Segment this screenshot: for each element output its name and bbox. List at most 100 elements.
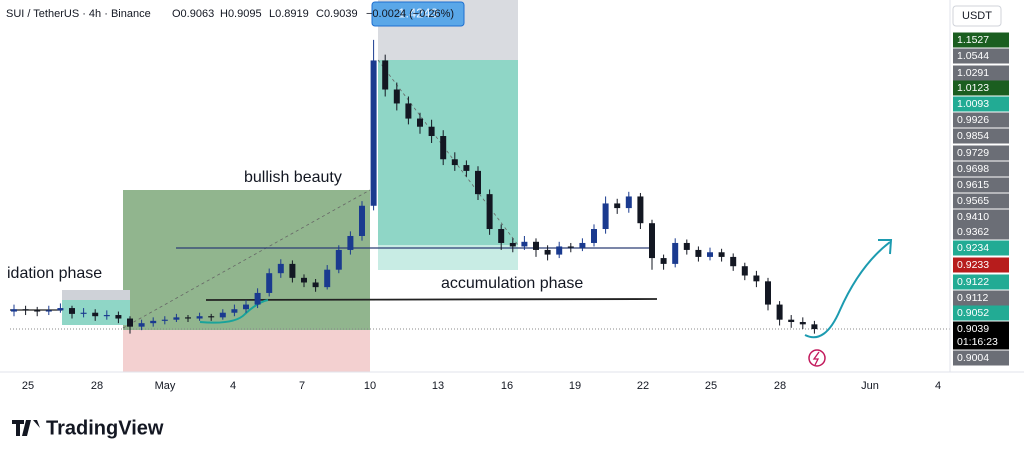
price-label-box — [953, 177, 1009, 193]
candle-body — [231, 309, 238, 313]
price-label: 0.9565 — [957, 195, 989, 207]
candle-body — [161, 319, 168, 321]
price-label: 1.0093 — [957, 98, 989, 110]
currency-box — [952, 5, 1002, 27]
candle-body — [335, 249, 342, 270]
candle-body — [649, 223, 655, 259]
candle-body — [765, 281, 771, 305]
candle-body — [359, 205, 365, 236]
alert-bolt — [812, 351, 820, 366]
price-label-box — [953, 161, 1009, 177]
candle-body — [440, 136, 447, 160]
price-label: 0.9052 — [957, 307, 989, 319]
candle-body — [312, 282, 319, 288]
candle-body — [602, 203, 609, 230]
candle-body — [463, 165, 470, 171]
candle-body — [625, 196, 632, 209]
price-label-box — [953, 145, 1009, 161]
countdown: 01:16:23 — [957, 336, 998, 348]
candle-body — [196, 316, 203, 319]
annotation: bullish beauty — [244, 169, 342, 186]
candle-body — [127, 318, 133, 327]
price-label: 0.9410 — [957, 211, 989, 223]
range-label: 1.4243 — [398, 5, 438, 20]
price-label: 0.9698 — [957, 163, 989, 175]
price-label-box — [953, 32, 1009, 48]
candle-body — [382, 60, 389, 90]
price-label: 0.9122 — [957, 276, 989, 288]
brand: TradingView — [46, 417, 164, 439]
price-label-box — [953, 305, 1009, 321]
candle-body — [428, 126, 435, 137]
candle-body — [243, 304, 249, 310]
currency: USDT — [962, 10, 992, 22]
x-tick-label: 25 — [22, 380, 34, 392]
ohlc-low: L0.8919 — [269, 8, 309, 20]
price-label-box — [953, 240, 1009, 256]
symbol: SUI / TetherUS · 4h · Binance — [6, 8, 151, 20]
price-label-box — [953, 48, 1009, 64]
x-tick-label: 4 — [230, 380, 236, 392]
candle-body — [718, 252, 725, 257]
price-label: 1.0544 — [957, 50, 989, 62]
stop-zone — [123, 330, 370, 372]
price-label-box — [953, 274, 1009, 290]
price-label: 0.9926 — [957, 114, 989, 126]
x-tick-label: 13 — [432, 380, 444, 392]
price-label-box — [953, 112, 1009, 128]
candle-body — [521, 241, 528, 247]
arrow-head — [878, 239, 893, 255]
candle-body — [707, 252, 713, 257]
x-tick-label: 7 — [299, 380, 305, 392]
candle-body — [556, 246, 563, 255]
candle-body — [753, 275, 760, 282]
candle-body — [289, 263, 296, 278]
price-label: 0.9854 — [957, 130, 989, 142]
support-line — [205, 298, 658, 301]
price-label: 0.9039 — [957, 323, 989, 335]
trend-line — [377, 59, 519, 246]
candle-body — [103, 315, 110, 317]
annotation: idation phase — [7, 265, 102, 282]
candle-body — [393, 89, 400, 104]
candle-body — [92, 312, 99, 317]
x-tick-label: 28 — [91, 380, 103, 392]
candle-body — [579, 242, 586, 248]
price-label: 0.9233 — [957, 259, 989, 271]
candle-body — [591, 229, 597, 243]
candle-body — [776, 304, 783, 320]
candle-body — [741, 266, 748, 276]
candle-body — [138, 323, 145, 327]
x-tick-label: 28 — [774, 380, 786, 392]
candle-body — [219, 312, 226, 318]
candle-body — [486, 194, 493, 230]
candle-body — [509, 242, 516, 247]
candle-body — [683, 242, 690, 250]
candle-body — [799, 322, 806, 325]
candle-body — [405, 103, 412, 119]
candle-body — [660, 258, 667, 264]
candle-body — [80, 312, 87, 314]
price-label-box — [953, 80, 1009, 96]
price-label-box — [953, 290, 1009, 306]
candle-body — [567, 246, 574, 248]
x-tick-label: 22 — [637, 380, 649, 392]
candle-body — [208, 316, 215, 318]
price-label-box — [953, 224, 1009, 240]
price-label: 0.9234 — [957, 242, 989, 254]
candle-body — [22, 309, 29, 311]
x-tick-label: 25 — [705, 380, 717, 392]
annotation: accumulation phase — [441, 275, 583, 292]
candle-body — [254, 292, 261, 305]
price-label-box — [953, 321, 1009, 350]
x-tick-label: 16 — [501, 380, 513, 392]
price-label-box — [953, 350, 1009, 366]
price-label: 1.0123 — [957, 82, 989, 94]
price-label: 0.9362 — [957, 226, 989, 238]
candle-body — [533, 241, 539, 250]
price-label: 0.9615 — [957, 179, 989, 191]
candle-body — [34, 310, 41, 312]
range-box — [62, 290, 130, 300]
candle-body — [57, 308, 64, 311]
candle-body — [370, 60, 377, 206]
